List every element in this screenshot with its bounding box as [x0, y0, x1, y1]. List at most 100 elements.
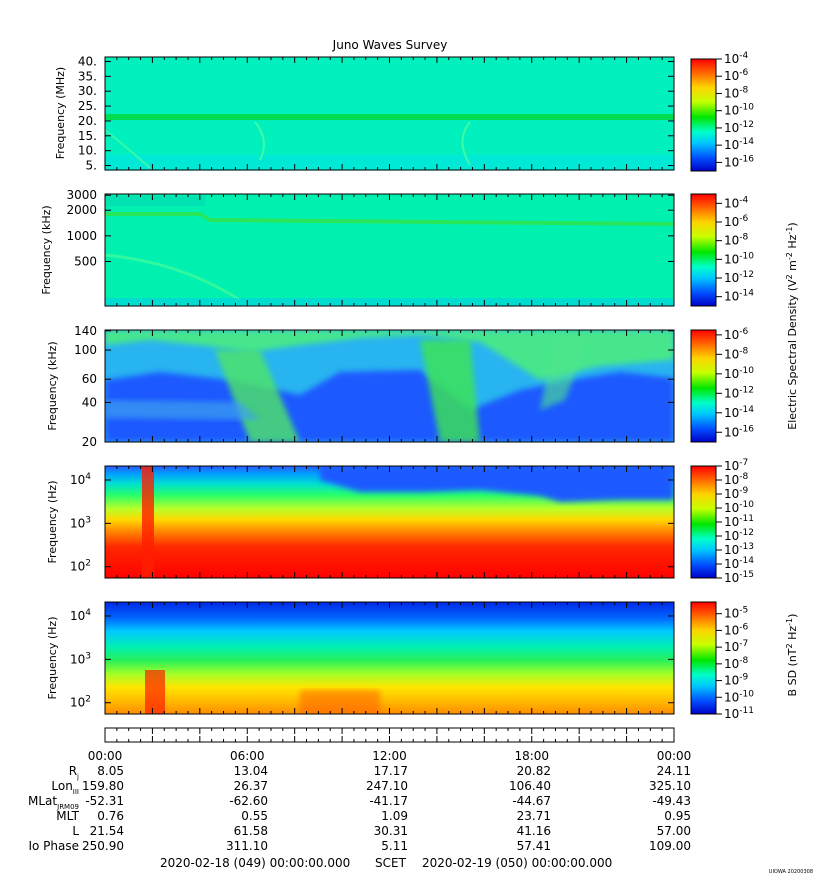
panel-1-xticks	[104, 57, 675, 170]
y-tick-label: 100	[74, 343, 97, 357]
colorbar-3-ticks: 10-6 10-8 10-10 10-12 10-14 10-16	[716, 327, 754, 439]
colorbar-tick-label: 10-5	[724, 606, 748, 621]
time-label: 00:00	[657, 749, 692, 763]
ephemeris-value: 106.40	[509, 779, 551, 793]
colorbar-1-ticks: 10-4 10-6 10-8 10-10 10-12 10-14 10-16	[716, 51, 754, 169]
y-tick-label: 60	[82, 372, 97, 386]
ephemeris-table: Rj 8.05 13.04 17.17 20.82 24.11 LonIII 159.80 26…	[28, 764, 691, 853]
ephemeris-value: 57.00	[657, 824, 691, 838]
panel-1-yticks: 40.35.30.25.20.15.10.5.	[78, 54, 674, 173]
footer-scet-label: SCET	[375, 856, 407, 870]
colorbar-4: 10-710-810-910-1010-1110-1210-1310-1410-…	[690, 458, 754, 585]
panel-4-yticks: 104 103 102	[70, 472, 674, 574]
colorbar-magnetic-label: B SD (nT2 Hz-1)	[785, 614, 799, 697]
time-label: 18:00	[514, 749, 549, 763]
colorbar-tick-label: 10-12	[724, 120, 754, 135]
colorbar-tick-label: 10-15	[724, 570, 754, 585]
colorbar-tick-label: 10-6	[724, 622, 749, 637]
ephemeris-value: 109.00	[649, 839, 691, 853]
colorbar-tick-label: 10-8	[724, 85, 749, 100]
colorbar-tick-label: 10-14	[724, 289, 754, 304]
ephemeris-value: 23.71	[517, 809, 551, 823]
panel-1-20mhz-line	[105, 114, 674, 120]
colorbar-tick-label: 10-11	[724, 706, 754, 721]
ephemeris-value: 5.11	[381, 839, 408, 853]
colorbar-tick-label: 10-10	[724, 689, 754, 704]
panel-3: 140 100 60 40 20 Frequency (kHz)	[46, 324, 675, 449]
y-tick-label: 10.	[78, 144, 97, 158]
panel-4-red-burst	[142, 466, 154, 578]
colorbar-1-scale	[690, 58, 717, 172]
y-tick-label: 20.	[78, 114, 97, 128]
ephemeris-row-label: MLT	[56, 809, 79, 823]
credit-label: UIOWA 20200308	[769, 869, 813, 875]
ephemeris-value: -41.17	[369, 794, 408, 808]
panel-1-arc-2	[461, 121, 471, 166]
ephemeris-value: -44.67	[512, 794, 551, 808]
ephemeris-value: 0.95	[664, 809, 691, 823]
colorbar-tick-label: 10-10	[724, 103, 754, 118]
colorbar-1: 10-4 10-6 10-8 10-10 10-12 10-14 10-16	[690, 51, 754, 172]
panel-5-plot	[105, 602, 674, 714]
y-tick-label: 15.	[78, 129, 97, 143]
time-label: 06:00	[230, 749, 265, 763]
panel-2-low-arc	[104, 253, 241, 302]
panel-4-xticks	[104, 466, 675, 578]
panel-2-top-band	[105, 196, 205, 206]
panel-4: 104 103 102 Frequency (Hz)	[46, 465, 675, 579]
panel-3-green-plume-1	[215, 350, 300, 442]
panel-5-red-burst	[145, 670, 165, 714]
time-axis-labels: 00:00 06:00 12:00 18:00 00:00	[88, 749, 692, 763]
ephemeris-value: 24.11	[657, 764, 691, 778]
colorbar-tick-label: 10-6	[724, 327, 749, 342]
y-tick-label: 1000	[66, 229, 97, 243]
colorbar-5: 10-510-6 10-7 10-8 10-910-10 10-11	[690, 601, 754, 721]
colorbar-tick-label: 10-7	[724, 458, 748, 473]
y-tick-label: 3000	[66, 188, 97, 202]
ephemeris-value: 8.05	[97, 764, 124, 778]
ephemeris-value: 21.54	[90, 824, 124, 838]
panel-5-orange-spot	[300, 690, 380, 714]
panel-3-xticks	[104, 330, 675, 442]
y-tick-label: 20	[82, 435, 97, 449]
colorbar-3: 10-6 10-8 10-10 10-12 10-14 10-16	[690, 327, 754, 443]
colorbar-4-scale	[690, 465, 717, 579]
colorbar-tick-label: 10-12	[724, 385, 754, 400]
y-tick-label: 2000	[66, 203, 97, 217]
y-tick-label: 104	[70, 472, 91, 487]
y-tick-label: 30.	[78, 84, 97, 98]
ephemeris-value: 0.55	[241, 809, 268, 823]
panel-3-green-plume-3	[540, 335, 590, 410]
y-tick-label: 103	[70, 515, 91, 530]
panel-3-ylabel: Frequency (kHz)	[46, 341, 59, 430]
y-tick-label: 500	[74, 254, 97, 268]
colorbar-tick-label: 10-6	[724, 214, 749, 229]
colorbar-tick-label: 10-6	[724, 68, 749, 83]
panel-5-ylabel: Frequency (Hz)	[46, 617, 59, 700]
panel-4-blue-top	[320, 466, 674, 502]
ephemeris-value: 30.31	[374, 824, 408, 838]
time-axis: 00:00 06:00 12:00 18:00 00:00	[88, 727, 692, 763]
colorbar-tick-label: 10-14	[724, 405, 754, 420]
colorbar-4-ticks: 10-710-810-910-1010-1110-1210-1310-1410-…	[716, 458, 754, 585]
colorbar-tick-label: 10-10	[724, 251, 754, 266]
y-tick-label: 103	[70, 651, 91, 666]
y-tick-label: 40	[82, 395, 97, 409]
ephemeris-value: 311.10	[226, 839, 268, 853]
time-label: 00:00	[88, 749, 123, 763]
panel-3-green-region	[105, 330, 674, 380]
colorbar-tick-label: 10-14	[724, 137, 754, 152]
ephemeris-value: 20.82	[517, 764, 551, 778]
panel-2-emission-line	[105, 212, 674, 226]
ephemeris-row-label: Rj	[69, 764, 79, 781]
panel-1-plot	[105, 57, 674, 170]
colorbar-tick-label: 10-8	[724, 656, 749, 671]
panel-2-ylabel: Frequency (kHz)	[40, 205, 53, 294]
panel-1-arc-3	[104, 129, 151, 169]
colorbar-2-ticks: 10-4 10-6 10-8 10-10 10-12 10-14	[716, 195, 754, 304]
panel-2-plot	[105, 194, 674, 306]
panel-4-ylabel: Frequency (Hz)	[46, 481, 59, 564]
y-tick-label: 25.	[78, 99, 97, 113]
ephemeris-row-label: L	[72, 824, 79, 838]
